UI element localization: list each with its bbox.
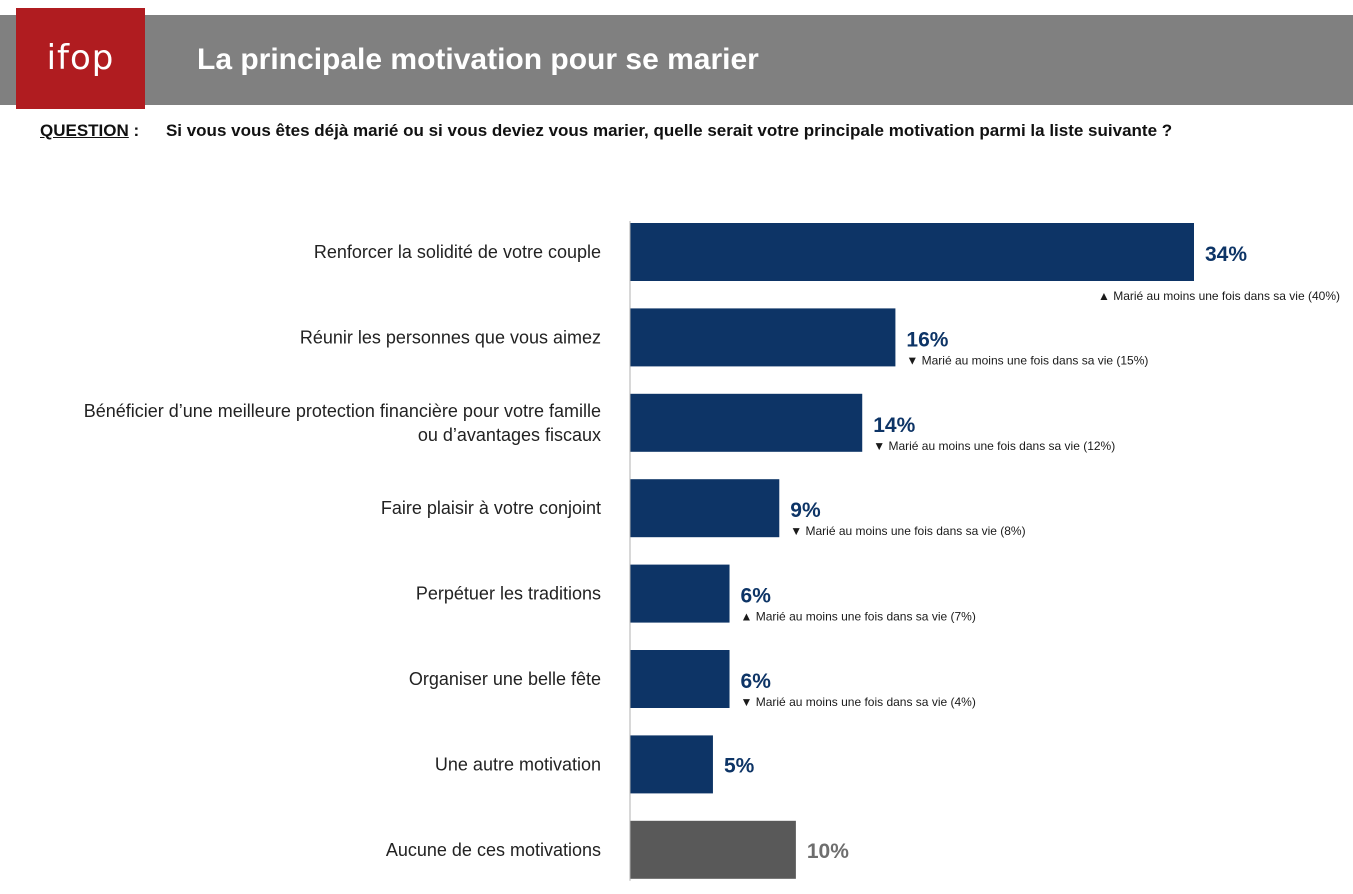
category-label-7: Une autre motivation (435, 754, 601, 774)
annotation-4: ▼ Marié au moins une fois dans sa vie (8… (790, 524, 1025, 538)
annotation-2: ▼ Marié au moins une fois dans sa vie (1… (906, 353, 1148, 367)
category-label-1: Renforcer la solidité de votre couple (314, 242, 601, 262)
category-label-8: Aucune de ces motivations (386, 840, 601, 860)
bar-3 (630, 393, 863, 452)
category-label-4: Faire plaisir à votre conjoint (381, 498, 601, 518)
annotation-1: ▲ Marié au moins une fois dans sa vie (4… (1098, 289, 1340, 303)
bar-7 (630, 735, 713, 794)
question-line: QUESTION : Si vous vous êtes déjà marié … (40, 119, 1172, 143)
bar-2 (630, 308, 896, 367)
question-label: QUESTION (40, 121, 129, 140)
value-label-5: 6% (741, 585, 772, 608)
category-label-3-line-1: Bénéficier d’une meilleure protection fi… (84, 401, 601, 421)
value-label-8: 10% (807, 840, 849, 863)
category-label-2: Réunir les personnes que vous aimez (300, 327, 601, 347)
category-label-6: Organiser une belle fête (409, 669, 601, 689)
question-text: Si vous vous êtes déjà marié ou si vous … (165, 121, 1173, 140)
value-label-2: 16% (906, 328, 948, 351)
annotation-6: ▼ Marié au moins une fois dans sa vie (4… (741, 695, 976, 709)
bar-5 (630, 564, 730, 623)
bar-6 (630, 650, 730, 708)
value-label-3: 14% (873, 414, 915, 437)
question-separator: : (133, 121, 140, 140)
value-label-1: 34% (1205, 243, 1247, 266)
bar-1 (630, 223, 1194, 281)
bar-4 (630, 479, 780, 538)
value-label-7: 5% (724, 754, 755, 777)
value-label-4: 9% (790, 499, 821, 522)
page-title: La principale motivation pour se marier (197, 43, 759, 76)
category-label-5: Perpétuer les traditions (416, 584, 601, 604)
ifop-logo: ifop (16, 8, 145, 109)
logo-text: ifop (46, 38, 115, 78)
bar-8 (630, 820, 796, 879)
title-band (0, 15, 1353, 105)
value-label-6: 6% (741, 670, 772, 693)
annotation-5: ▲ Marié au moins une fois dans sa vie (7… (741, 610, 976, 624)
annotation-3: ▼ Marié au moins une fois dans sa vie (1… (873, 439, 1115, 453)
category-label-3-line-2: ou d’avantages fiscaux (418, 425, 601, 445)
